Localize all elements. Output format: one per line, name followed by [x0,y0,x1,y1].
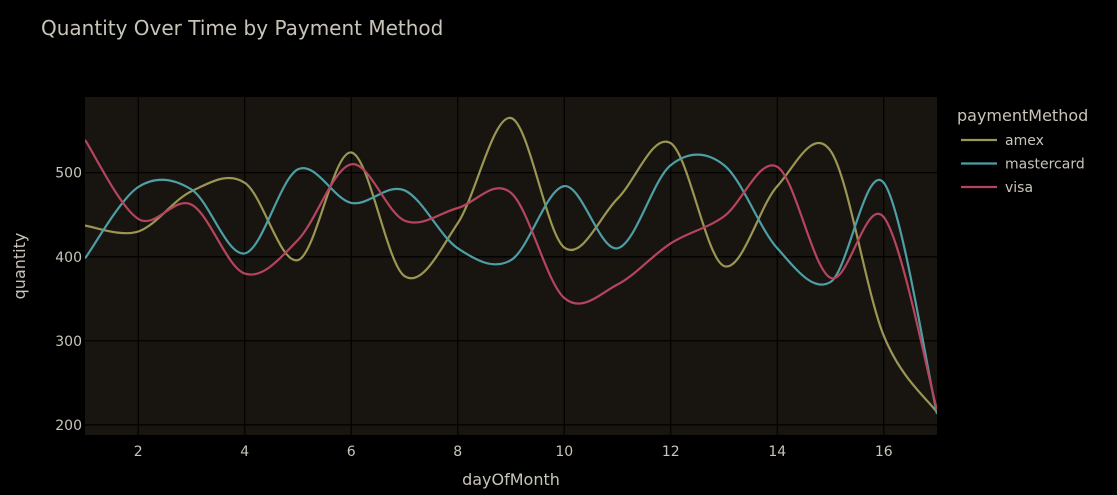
series-line-mastercard [85,153,937,415]
legend-item-visa: visa [1005,180,1033,196]
series-lines [85,116,937,415]
x-axis-title: dayOfMonth [462,470,560,489]
x-tick-label: 4 [240,444,249,460]
x-tick-label: 2 [134,444,143,460]
x-tick-label: 8 [453,444,462,460]
legend-title: paymentMethod [957,106,1088,125]
series-line-visa [85,139,937,411]
plot-area [85,97,937,435]
chart-title: Quantity Over Time by Payment Method [41,16,443,40]
legend: paymentMethod amex mastercard visa [957,106,1088,196]
y-tick-label: 200 [55,418,82,434]
series-line-amex [85,116,937,413]
x-tick-label: 6 [347,444,356,460]
y-axis-title: quantity [10,233,29,300]
legend-item-amex: amex [1005,133,1044,149]
x-tick-label: 10 [555,444,573,460]
y-tick-label: 300 [55,334,82,350]
legend-item-mastercard: mastercard [1005,157,1085,173]
y-tick-labels: 200 300 400 500 [55,166,82,434]
y-tick-label: 400 [55,250,82,266]
x-tick-labels: 2 4 6 8 10 12 14 16 [134,444,893,460]
y-tick-label: 500 [55,166,82,182]
x-tick-label: 16 [875,444,893,460]
x-tick-label: 12 [662,444,680,460]
x-tick-label: 14 [768,444,786,460]
